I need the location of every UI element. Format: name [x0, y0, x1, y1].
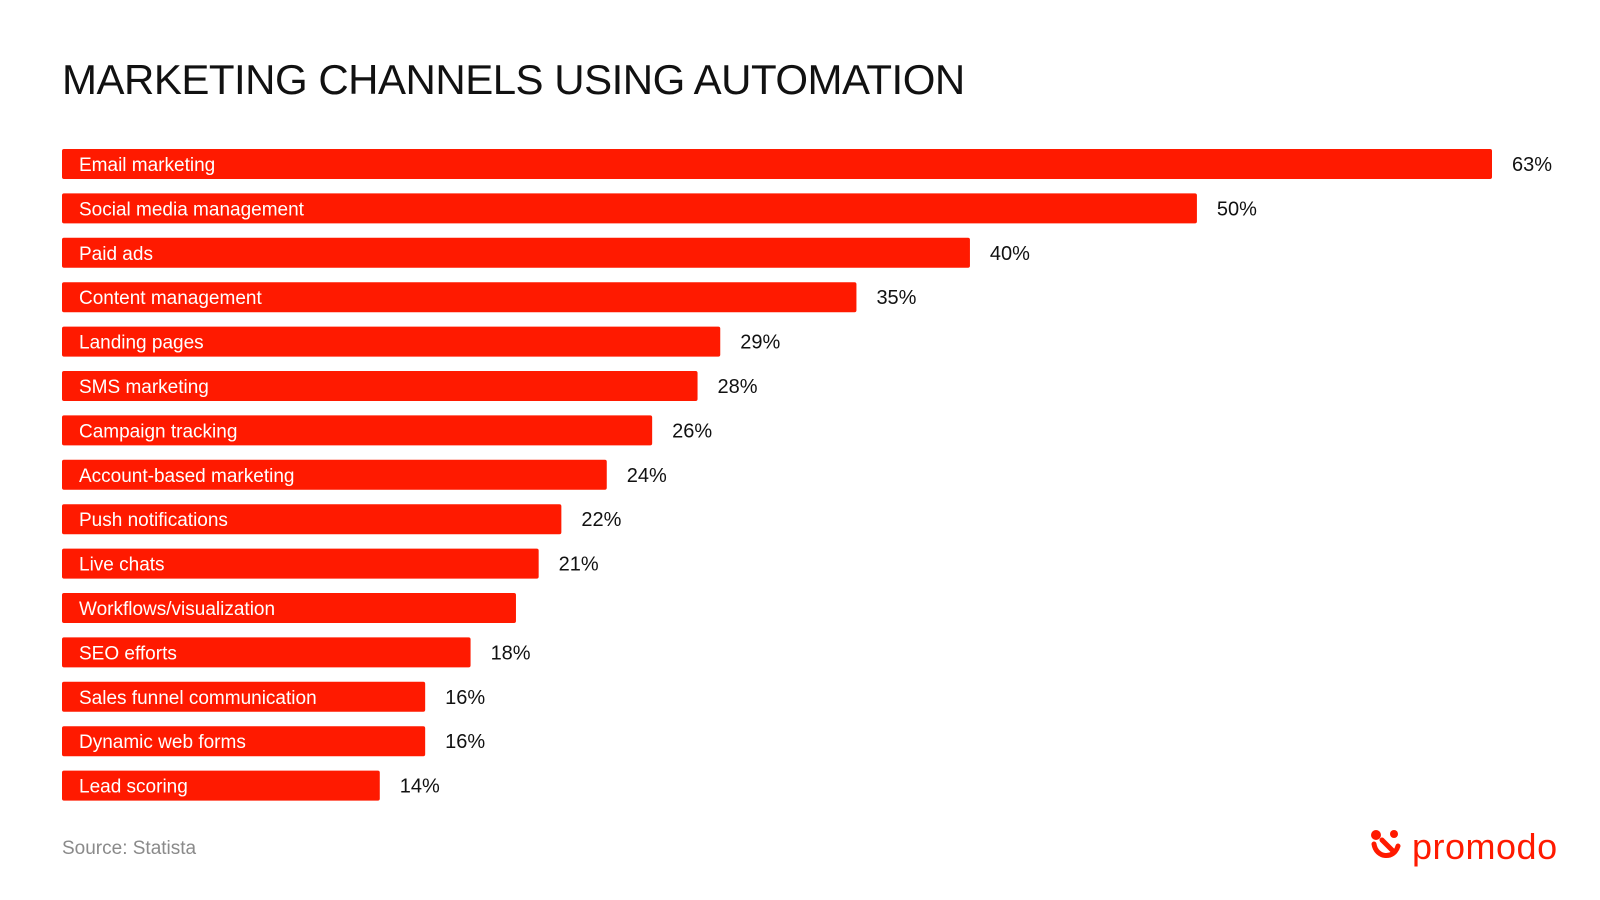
- bar-category-label: Dynamic web forms: [79, 732, 246, 753]
- bar-category-label: Workflows/visualization: [79, 599, 275, 620]
- bar-category-label: Account-based marketing: [79, 466, 294, 487]
- bar-value-label: 16%: [445, 687, 485, 709]
- bar-category-label: Social media management: [79, 199, 305, 220]
- bar-category-label: Live chats: [79, 555, 165, 576]
- bar-5: [62, 371, 698, 401]
- bar-category-label: Push notifications: [79, 510, 228, 531]
- bar-9: [62, 548, 539, 579]
- bar-value-label: 50%: [1217, 198, 1257, 220]
- bar-12: [62, 681, 426, 712]
- bar-value-label: 14%: [400, 776, 440, 798]
- bar-7: [62, 459, 607, 490]
- bar-4: [62, 326, 721, 357]
- brand-logo[interactable]: promodo: [1368, 826, 1558, 868]
- bar-10: [62, 593, 516, 623]
- bar-value-label: 22%: [581, 509, 621, 531]
- bar-category-label: Content management: [79, 288, 262, 309]
- bar-category-label: SMS marketing: [79, 377, 209, 398]
- bar-11: [62, 637, 471, 668]
- bar-value-label: 18%: [491, 642, 531, 664]
- bar-chart: Email marketing 63% Social media managemen…: [62, 149, 1552, 801]
- bar-value-label: 24%: [627, 465, 667, 487]
- bar-value-label: 26%: [672, 420, 712, 442]
- bar-value-label: 29%: [740, 332, 780, 354]
- bar-value-label: 35%: [876, 287, 916, 309]
- bar-14: [62, 770, 380, 801]
- bar-category-label: Lead scoring: [79, 777, 188, 798]
- brand-name: promodo: [1412, 826, 1558, 867]
- promodo-logo-icon: [1368, 828, 1406, 867]
- bar-value-label: 21%: [559, 554, 599, 576]
- bar-value-label: 16%: [445, 731, 485, 753]
- bar-8: [62, 504, 562, 535]
- bar-0: [62, 149, 1492, 179]
- bar-category-label: Email marketing: [79, 155, 215, 176]
- bar-category-label: Landing pages: [79, 333, 204, 354]
- bar-1: [62, 193, 1197, 224]
- bar-value-label: 40%: [990, 243, 1030, 265]
- bar-category-label: Campaign tracking: [79, 421, 237, 442]
- bar-value-label: 63%: [1512, 154, 1552, 176]
- bar-6: [62, 415, 653, 446]
- bar-category-label: Sales funnel communication: [79, 688, 317, 709]
- bar-value-label: 28%: [718, 376, 758, 398]
- bar-13: [62, 726, 426, 757]
- bar-category-label: Paid ads: [79, 244, 153, 265]
- bar-category-label: SEO efforts: [79, 643, 177, 664]
- bar-2: [62, 237, 970, 268]
- chart-title: MARKETING CHANNELS USING AUTOMATION: [62, 56, 965, 103]
- source-note: Source: Statista: [62, 838, 197, 859]
- bar-3: [62, 282, 857, 313]
